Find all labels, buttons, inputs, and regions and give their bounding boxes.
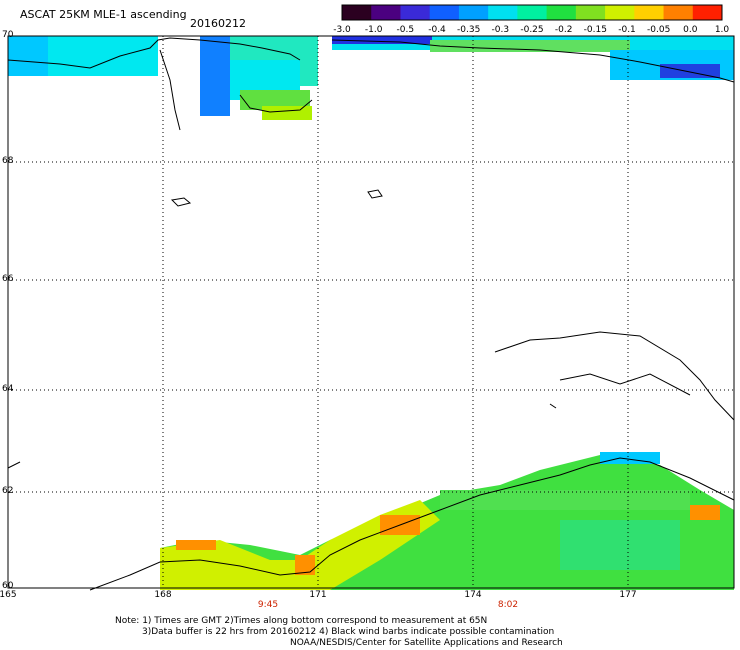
colorbar-tick-label: -0.35 [457,25,481,35]
footer-note-1: Note: 1) Times are GMT 2)Times along bot… [115,616,488,626]
colorbar-segment [517,5,548,20]
colorbar-segment [371,5,401,20]
colorbar-tick-label: -0.25 [520,25,544,35]
colorbar-segment [400,5,431,20]
lon-label-177: 177 [619,590,637,600]
product-date: 20160212 [190,17,246,30]
colorbar-segment [488,5,518,20]
lon-label-165: 165 [0,590,17,600]
lat-label-68: 68 [2,156,14,166]
lat-label-62: 62 [2,486,14,496]
colorbar-tick-label: 1.0 [714,25,730,35]
swath-northwest [8,36,318,120]
colorbar-segment [692,5,723,20]
colorbar-segment [429,5,460,20]
colorbar [341,4,723,21]
colorbar-segment [575,5,606,20]
footer-credit: NOAA/NESDIS/Center for Satellite Applica… [290,638,563,648]
colorbar-tick-label: -0.5 [396,25,415,35]
colorbar-segment [605,5,635,20]
colorbar-tick-label: -0.3 [491,25,510,35]
pass-time-2: 8:02 [497,600,519,610]
colorbar-segment [634,5,665,20]
colorbar-segment [458,5,489,20]
colorbar-frame [341,4,723,21]
colorbar-tick-label: -0.05 [647,25,671,35]
footer-note-2: 3)Data buffer is 22 hrs from 20160212 4)… [142,627,555,637]
colorbar-tick-label: -0.4 [428,25,446,35]
pass-time-1: 9:45 [257,600,279,610]
lat-label-60: 60 [2,581,14,591]
colorbar-tick-label: -0.15 [583,25,607,35]
colorbar-segment [546,5,577,20]
graticule [8,36,734,588]
colorbar-segment [663,5,694,20]
colorbar-segment [342,5,372,20]
lon-label-174: 174 [464,590,482,600]
colorbar-tick-label: -0.2 [554,25,573,35]
product-title: ASCAT 25KM MLE-1 ascending [20,8,187,21]
lat-label-70: 70 [2,30,14,40]
map-frame [7,35,735,589]
colorbar-tick-label: -1.0 [364,25,383,35]
lat-label-66: 66 [2,274,14,284]
swath-south [160,452,734,590]
lon-label-171: 171 [309,590,327,600]
lon-label-168: 168 [154,590,172,600]
colorbar-tick-label: 0.0 [683,25,698,35]
coastline [7,37,735,591]
colorbar-tick-label: -3.0 [333,25,351,35]
colorbar-tick-label: -0.1 [618,25,636,35]
swath-northeast [332,36,734,80]
lat-label-64: 64 [2,384,14,394]
